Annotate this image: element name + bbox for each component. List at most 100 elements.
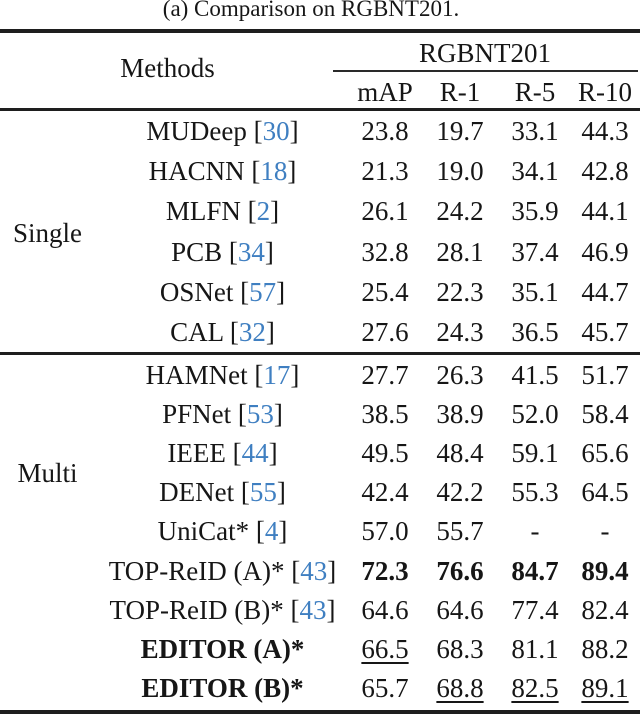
table-row: OSNet [57] 25.4 22.3 35.1 44.7 bbox=[0, 272, 640, 312]
value-cell: 48.4 bbox=[436, 438, 484, 469]
method-name: IEEE [44] bbox=[167, 438, 278, 469]
value-cell: 45.7 bbox=[581, 316, 629, 347]
bottom-rule bbox=[0, 710, 640, 714]
table-row: TOP-ReID (A)* [43] 72.3 76.6 84.7 89.4 bbox=[0, 551, 640, 590]
method-name: OSNet [57] bbox=[159, 276, 286, 307]
value-cell: 76.6 bbox=[436, 555, 484, 586]
table-row: EDITOR (A)* 66.5 68.3 81.1 88.2 bbox=[0, 630, 640, 669]
value-cell: 68.3 bbox=[436, 634, 484, 665]
value-cell: 64.6 bbox=[361, 594, 409, 625]
col-header-dataset: RGBNT201 bbox=[418, 38, 551, 68]
table-row: TOP-ReID (B)* [43] 64.6 64.6 77.4 82.4 bbox=[0, 590, 640, 629]
value-cell: 89.1 bbox=[581, 673, 629, 704]
value-cell: 41.5 bbox=[511, 359, 559, 390]
header-rule bbox=[0, 108, 640, 111]
citation-link[interactable]: 44 bbox=[241, 438, 269, 469]
table-row: UniCat* [4] 57.0 55.7 - - bbox=[0, 512, 640, 551]
citation-link[interactable]: 18 bbox=[260, 156, 288, 187]
value-cell: 38.9 bbox=[436, 398, 484, 429]
value-cell: - bbox=[530, 516, 540, 547]
col-header-map: mAP bbox=[357, 77, 413, 107]
value-cell: 64.6 bbox=[436, 594, 484, 625]
dataset-column-rule bbox=[333, 70, 638, 72]
subheader-spacer bbox=[0, 78, 350, 106]
value-cell: 82.4 bbox=[581, 594, 629, 625]
value-cell: - bbox=[600, 516, 610, 547]
table-row: IEEE [44] 49.5 48.4 59.1 65.6 bbox=[0, 433, 640, 472]
method-name: HAMNet [17] bbox=[145, 359, 300, 390]
method-name: UniCat* [4] bbox=[157, 516, 288, 547]
group-label-multi: Multi bbox=[17, 458, 78, 488]
table-caption: (a) Comparison on RGBNT201. bbox=[162, 0, 460, 21]
value-cell: 42.8 bbox=[581, 156, 629, 187]
value-cell: 51.7 bbox=[581, 359, 629, 390]
value-cell: 82.5 bbox=[511, 673, 559, 704]
value-cell: 55.7 bbox=[436, 516, 484, 547]
method-name: TOP-ReID (A)* [43] bbox=[108, 555, 337, 586]
method-name: MUDeep [30] bbox=[146, 116, 299, 147]
citation-link[interactable]: 32 bbox=[238, 316, 266, 347]
citation-link[interactable]: 17 bbox=[263, 359, 291, 390]
method-name: PCB [34] bbox=[171, 236, 274, 267]
table-row: MLFN [2] 26.1 24.2 35.9 44.1 bbox=[0, 191, 640, 231]
citation-link[interactable]: 34 bbox=[237, 236, 265, 267]
value-cell: 88.2 bbox=[581, 634, 629, 665]
value-cell: 42.2 bbox=[436, 477, 484, 508]
table-row: DENet [55] 42.4 42.2 55.3 64.5 bbox=[0, 473, 640, 512]
value-cell: 42.4 bbox=[361, 477, 409, 508]
value-cell: 26.3 bbox=[436, 359, 484, 390]
citation-link[interactable]: 43 bbox=[299, 594, 327, 625]
value-cell: 66.5 bbox=[361, 634, 409, 665]
citation-link[interactable]: 2 bbox=[256, 196, 271, 227]
citation-link[interactable]: 30 bbox=[262, 116, 290, 147]
value-cell: 19.7 bbox=[436, 116, 484, 147]
citation-link[interactable]: 57 bbox=[249, 276, 277, 307]
table-row: MUDeep [30] 23.8 19.7 33.1 44.3 bbox=[0, 111, 640, 151]
table-row: CAL [32] 27.6 24.3 36.5 45.7 bbox=[0, 312, 640, 352]
method-name: TOP-ReID (B)* [43] bbox=[109, 594, 336, 625]
method-name: EDITOR (B)* bbox=[141, 673, 304, 704]
col-header-r5: R-5 bbox=[514, 77, 556, 107]
multi-group-rows: HAMNet [17] 27.7 26.3 41.5 51.7 PFNet [53] 38.… bbox=[0, 355, 640, 708]
value-cell: 38.5 bbox=[361, 398, 409, 429]
citation-link[interactable]: 53 bbox=[246, 398, 274, 429]
citation-link[interactable]: 43 bbox=[300, 555, 328, 586]
col-header-r1: R-1 bbox=[439, 77, 481, 107]
value-cell: 35.1 bbox=[511, 276, 559, 307]
value-cell: 68.8 bbox=[436, 673, 484, 704]
value-cell: 72.3 bbox=[361, 555, 409, 586]
value-cell: 37.4 bbox=[511, 236, 559, 267]
value-cell: 22.3 bbox=[436, 276, 484, 307]
value-cell: 26.1 bbox=[361, 196, 409, 227]
value-cell: 81.1 bbox=[511, 634, 559, 665]
table-row: HAMNet [17] 27.7 26.3 41.5 51.7 bbox=[0, 355, 640, 394]
value-cell: 33.1 bbox=[511, 116, 559, 147]
single-group-rows: MUDeep [30] 23.8 19.7 33.1 44.3 HACNN [18] 21.… bbox=[0, 111, 640, 352]
method-name: HACNN [18] bbox=[148, 156, 297, 187]
method-name: PFNet [53] bbox=[162, 398, 283, 429]
col-header-methods: Methods bbox=[120, 53, 215, 83]
value-cell: 28.1 bbox=[436, 236, 484, 267]
method-name: MLFN [2] bbox=[165, 196, 280, 227]
table-row: HACNN [18] 21.3 19.0 34.1 42.8 bbox=[0, 151, 640, 191]
value-cell: 27.7 bbox=[361, 359, 409, 390]
value-cell: 77.4 bbox=[511, 594, 559, 625]
value-cell: 25.4 bbox=[361, 276, 409, 307]
group-separator-rule bbox=[0, 352, 640, 355]
method-name: CAL [32] bbox=[170, 316, 275, 347]
value-cell: 34.1 bbox=[511, 156, 559, 187]
value-cell: 84.7 bbox=[511, 555, 559, 586]
citation-link[interactable]: 4 bbox=[264, 516, 279, 547]
citation-link[interactable]: 55 bbox=[249, 477, 277, 508]
value-cell: 32.8 bbox=[361, 236, 409, 267]
value-cell: 35.9 bbox=[511, 196, 559, 227]
value-cell: 64.5 bbox=[581, 477, 629, 508]
value-cell: 21.3 bbox=[361, 156, 409, 187]
value-cell: 24.2 bbox=[436, 196, 484, 227]
value-cell: 89.4 bbox=[581, 555, 629, 586]
value-cell: 44.3 bbox=[581, 116, 629, 147]
value-cell: 44.7 bbox=[581, 276, 629, 307]
value-cell: 58.4 bbox=[581, 398, 629, 429]
value-cell: 59.1 bbox=[511, 438, 559, 469]
